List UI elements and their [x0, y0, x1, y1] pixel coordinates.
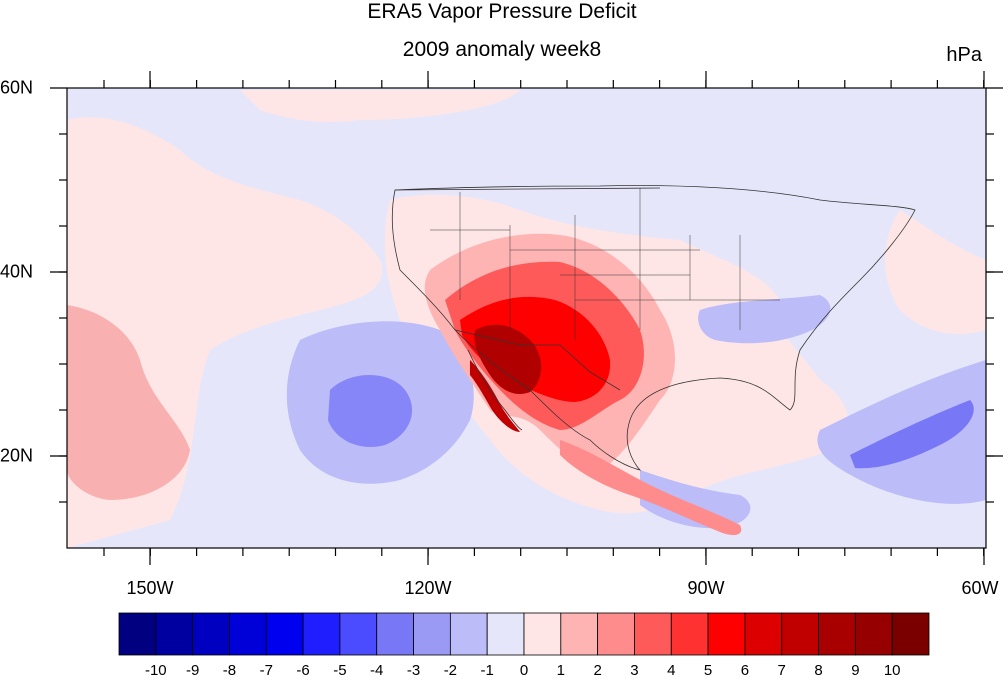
colorbar-label: -2 [443, 662, 458, 679]
baja-peninsula [467, 349, 523, 431]
lat-label-40n: 40N [0, 261, 34, 282]
colorbar-label: 3 [630, 662, 639, 679]
colorbar-swatch [339, 612, 378, 656]
colorbar-label: -8 [222, 662, 237, 679]
positive-anomaly-region-east [885, 210, 986, 334]
coastlines [391, 185, 916, 471]
map-subtitle: 2009 anomaly week8 [402, 38, 602, 61]
us-canada-border [394, 187, 661, 191]
colorbar-label: -10 [144, 662, 167, 679]
lat-label-60n: 60N [0, 77, 34, 98]
colorbar-label: 5 [703, 662, 713, 679]
colorbar-swatch [486, 612, 525, 656]
colorbar-swatch [781, 612, 819, 656]
positive-anomaly-region-hawaii [67, 305, 190, 500]
colorbar-swatch [707, 612, 746, 656]
colorbar-swatch [523, 612, 562, 656]
negative-anomaly-region-atlantic-core [850, 400, 974, 469]
colorbar-swatch [670, 612, 709, 656]
colorbar-swatch [265, 612, 304, 656]
colorbar-label: 6 [740, 662, 750, 679]
negative-anomaly-region-southeast-us [698, 295, 831, 344]
colorbar-label: -1 [480, 662, 494, 679]
colorbar-swatch [192, 612, 230, 656]
negative-anomaly-region-gulf [640, 470, 751, 529]
colorbar-swatch [449, 612, 488, 656]
state-lines [430, 188, 780, 340]
lat-label-20n: 20N [0, 445, 34, 466]
axis-ticks [50, 71, 1003, 565]
positive-anomaly-region-southwest-max [474, 324, 542, 395]
colorbar-swatch [118, 612, 157, 656]
colorbar-label: -7 [259, 662, 273, 679]
colorbar-label: 0 [519, 662, 529, 679]
colorbar-swatch [155, 612, 194, 656]
colorbar-swatch [229, 612, 267, 656]
colorbar-swatch [376, 612, 414, 656]
colorbar [118, 612, 930, 656]
colorbar-label: 4 [667, 662, 676, 679]
colorbar-swatch [818, 612, 856, 656]
north-america-coast [391, 185, 916, 471]
colorbar-label: 7 [777, 662, 786, 679]
colorbar-label: -4 [370, 662, 384, 679]
colorbar-label: 10 [883, 662, 901, 679]
lon-label-90w: 90W [687, 578, 725, 598]
colorbar-swatch [854, 612, 893, 656]
colorbar-label: 9 [851, 662, 860, 679]
negative-anomaly-region-pacific-core [328, 375, 413, 448]
colorbar-swatch [560, 612, 599, 656]
positive-anomaly-region-north [240, 90, 520, 122]
colorbar-swatch [597, 612, 635, 656]
positive-anomaly-region-mexico [560, 440, 742, 536]
units-label: hPa [946, 44, 982, 66]
colorbar-swatch [634, 612, 672, 656]
colorbar-label: -9 [185, 662, 200, 679]
lon-label-150w: 150W [126, 578, 174, 598]
anomaly-field [67, 88, 986, 548]
colorbar-label: 8 [814, 662, 823, 679]
colorbar-label: -5 [333, 662, 347, 679]
colorbar-label: -6 [296, 662, 310, 679]
colorbar-label: 1 [556, 662, 565, 679]
colorbar-swatch [302, 612, 341, 656]
colorbar-swatch [413, 612, 451, 656]
lon-label-120w: 120W [404, 578, 452, 598]
us-mexico-border [454, 329, 621, 391]
colorbar-label: 2 [593, 662, 602, 679]
colorbar-label: -3 [406, 662, 421, 679]
lon-label-60w: 60W [961, 578, 999, 598]
map-title: ERA5 Vapor Pressure Deficit [367, 0, 637, 23]
colorbar-swatch [891, 612, 930, 656]
colorbar-swatch [744, 612, 783, 656]
